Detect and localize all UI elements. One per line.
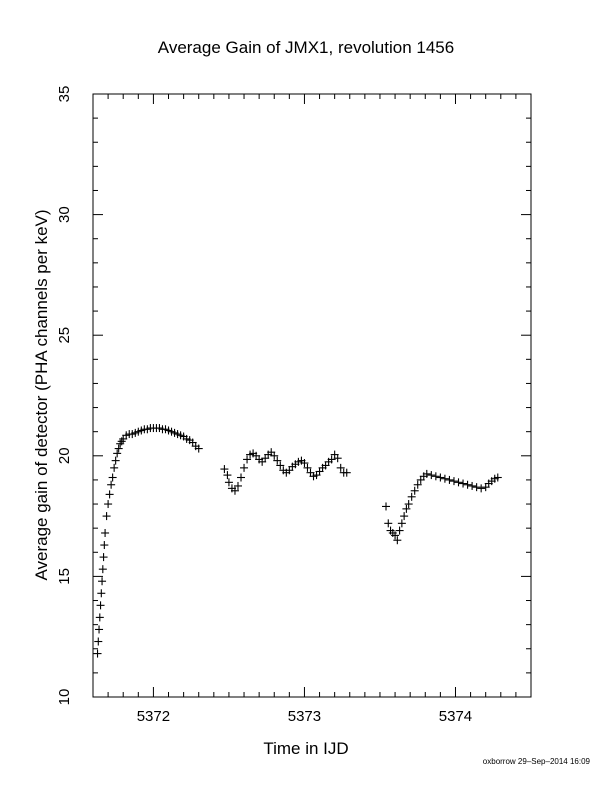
data-point — [436, 473, 445, 482]
data-point — [223, 471, 232, 480]
chart-title: Average Gain of JMX1, revolution 1456 — [158, 38, 454, 57]
data-point — [97, 589, 106, 598]
data-point — [493, 473, 502, 482]
data-point — [102, 512, 111, 521]
data-point — [270, 451, 279, 460]
data-point — [327, 455, 336, 464]
data-point — [273, 456, 282, 465]
data-points — [93, 424, 502, 658]
data-point — [93, 649, 102, 658]
data-point — [111, 456, 120, 465]
x-axis: 5372 5373 5374 — [92, 94, 532, 725]
data-point — [445, 475, 454, 484]
data-point — [336, 463, 345, 472]
data-point — [96, 601, 105, 610]
data-point — [402, 504, 411, 513]
data-point — [459, 479, 468, 488]
data-point — [427, 471, 436, 480]
footer-stamp: oxborrow 29–Sep–2014 16:09 — [482, 757, 590, 766]
data-point — [300, 459, 309, 468]
data-point — [243, 455, 252, 464]
data-point — [395, 526, 404, 535]
data-point — [233, 481, 242, 490]
data-point — [303, 463, 312, 472]
data-point — [440, 474, 449, 483]
data-point — [240, 463, 249, 472]
plot-frame — [92, 93, 532, 698]
data-point — [94, 637, 103, 646]
data-point — [422, 469, 431, 478]
data-point — [391, 531, 400, 540]
data-point — [95, 625, 104, 634]
data-point — [463, 480, 472, 489]
data-point — [104, 500, 113, 509]
y-tick-label: 15 — [56, 568, 73, 585]
data-point — [400, 512, 409, 521]
data-point — [220, 465, 229, 474]
data-point — [477, 484, 486, 493]
data-point — [113, 449, 122, 458]
data-point — [110, 463, 119, 472]
y-axis-label: Average gain of detector (PHA channels p… — [32, 209, 51, 580]
data-point — [101, 528, 110, 537]
y-tick-label: 10 — [56, 689, 73, 706]
data-point — [382, 502, 391, 511]
data-point — [472, 483, 481, 492]
x-tick-label: 5373 — [288, 708, 321, 725]
data-point — [333, 454, 342, 463]
x-tick-label: 5374 — [439, 708, 472, 725]
data-point — [393, 536, 402, 545]
data-point — [108, 473, 117, 482]
data-point — [230, 486, 239, 495]
plot-area — [92, 93, 532, 698]
data-point — [95, 613, 104, 622]
data-point — [105, 490, 114, 499]
data-point — [276, 461, 285, 470]
data-point — [100, 541, 109, 550]
data-point — [449, 477, 458, 486]
data-point — [98, 577, 107, 586]
data-point — [107, 480, 116, 489]
data-point — [413, 480, 422, 489]
x-tick-label: 5372 — [137, 708, 170, 725]
data-point — [410, 486, 419, 495]
data-point — [468, 481, 477, 490]
y-tick-label: 35 — [56, 86, 73, 103]
x-axis-label: Time in IJD — [263, 739, 348, 758]
data-point — [454, 478, 463, 487]
data-point — [407, 492, 416, 501]
data-point — [237, 473, 246, 482]
data-point — [431, 472, 440, 481]
data-point — [342, 468, 351, 477]
data-point — [397, 519, 406, 528]
data-point — [194, 444, 203, 453]
data-point — [404, 500, 413, 509]
y-tick-label: 30 — [56, 206, 73, 223]
y-axis: 10 15 20 25 30 35 — [56, 86, 531, 706]
y-tick-label: 25 — [56, 327, 73, 344]
data-point — [224, 478, 233, 487]
data-point — [384, 519, 393, 528]
y-tick-label: 20 — [56, 447, 73, 464]
data-point — [98, 565, 107, 574]
data-point — [114, 444, 123, 453]
data-point — [99, 553, 108, 562]
